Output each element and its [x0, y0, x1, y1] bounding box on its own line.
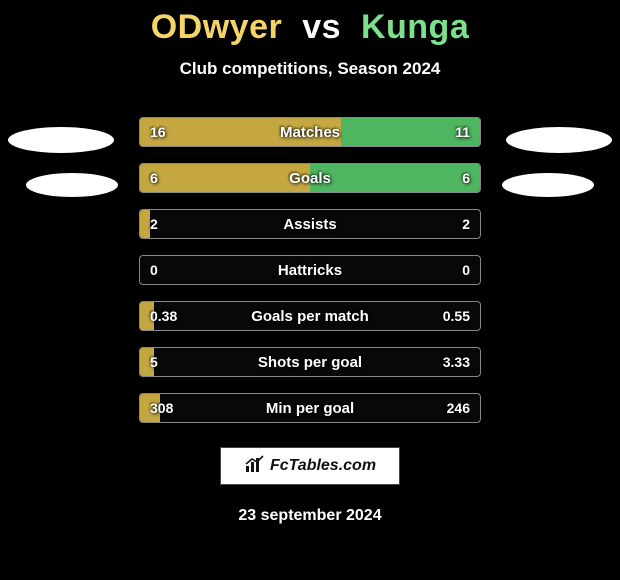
stat-label: Goals per match — [140, 302, 480, 330]
player1-name: ODwyer — [151, 8, 283, 46]
head-ellipse — [506, 127, 612, 153]
comparison-title: ODwyer vs Kunga — [0, 0, 620, 47]
vs-text: vs — [292, 8, 351, 46]
stat-value-right: 0.55 — [433, 302, 480, 330]
stat-value-right: 11 — [445, 118, 480, 146]
stat-row: 6Goals6 — [139, 163, 481, 193]
brand-chart-icon — [244, 454, 266, 479]
stat-label: Matches — [140, 118, 480, 146]
stat-row: 0Hattricks0 — [139, 255, 481, 285]
stat-value-right: 6 — [452, 164, 480, 192]
date-text: 23 september 2024 — [0, 507, 620, 525]
brand-box[interactable]: FcTables.com — [220, 447, 400, 485]
stat-label: Shots per goal — [140, 348, 480, 376]
player2-name: Kunga — [361, 8, 469, 46]
stat-row: 2Assists2 — [139, 209, 481, 239]
stat-label: Goals — [140, 164, 480, 192]
subtitle: Club competitions, Season 2024 — [0, 59, 620, 79]
stat-value-right: 0 — [452, 256, 480, 284]
stat-row: 0.38Goals per match0.55 — [139, 301, 481, 331]
stat-row: 5Shots per goal3.33 — [139, 347, 481, 377]
stat-value-right: 246 — [437, 394, 480, 422]
stats-area: 16Matches11 6Goals6 2Assists2 0Hattricks0 0.… — [0, 117, 620, 423]
brand-text: FcTables.com — [270, 457, 376, 475]
stat-row: 308Min per goal246 — [139, 393, 481, 423]
head-ellipse — [8, 127, 114, 153]
stat-label: Assists — [140, 210, 480, 238]
stat-row: 16Matches11 — [139, 117, 481, 147]
stat-value-right: 2 — [452, 210, 480, 238]
stat-value-right: 3.33 — [433, 348, 480, 376]
stat-label: Hattricks — [140, 256, 480, 284]
head-ellipse — [502, 173, 594, 197]
stat-label: Min per goal — [140, 394, 480, 422]
head-ellipse — [26, 173, 118, 197]
